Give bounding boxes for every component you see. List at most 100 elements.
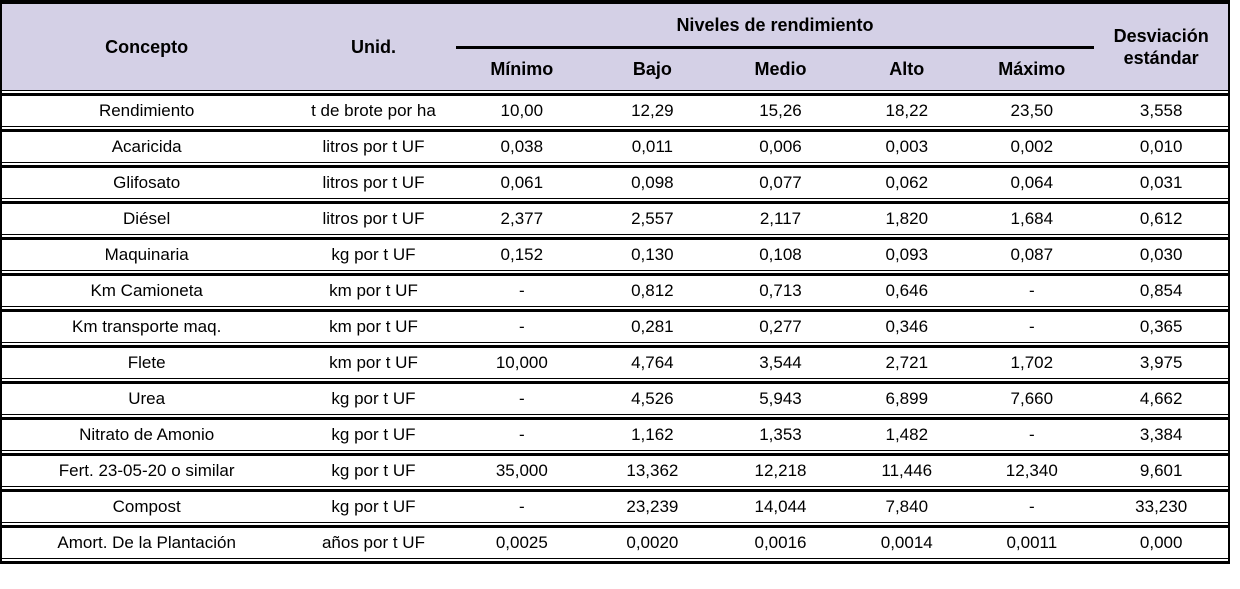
cell-value: 0,030 — [1094, 238, 1228, 271]
data-table: Concepto Unid. Niveles de rendimiento De… — [2, 0, 1228, 564]
cell-value: 2,721 — [844, 346, 970, 379]
cell-value: 0,0016 — [716, 526, 845, 559]
cell-value: 11,446 — [844, 454, 970, 487]
row-separator — [2, 414, 1228, 420]
cell-unid: años por t UF — [291, 526, 456, 559]
cell-concepto: Km Camioneta — [2, 274, 292, 307]
cell-value: 0,077 — [716, 166, 845, 199]
cell-value: 4,662 — [1094, 382, 1228, 415]
cell-value: 6,899 — [844, 382, 970, 415]
cell-unid: litros por t UF — [291, 166, 456, 199]
table-row: Urea kg por t UF -4,526 5,943 6,899 7,660 4,66… — [2, 382, 1228, 415]
cell-unid: km por t UF — [291, 346, 456, 379]
cell-value: 15,26 — [716, 94, 845, 127]
row-separator — [2, 450, 1228, 456]
row-separator — [2, 162, 1228, 168]
cell-value: 12,29 — [588, 94, 717, 127]
cell-value: 0,0020 — [588, 526, 717, 559]
cell-value: - — [969, 274, 1095, 307]
col-header-desviacion: Desviación estándar — [1094, 0, 1228, 91]
cell-concepto: Rendimiento — [2, 94, 292, 127]
cell-value: 0,130 — [588, 238, 717, 271]
cell-concepto: Diésel — [2, 202, 292, 235]
cell-value: 0,346 — [844, 310, 970, 343]
cell-value: 1,820 — [844, 202, 970, 235]
row-separator — [2, 90, 1228, 96]
col-header-unid: Unid. — [291, 0, 456, 91]
cell-unid: km por t UF — [291, 274, 456, 307]
cell-value: 2,557 — [588, 202, 717, 235]
cell-value: 23,50 — [969, 94, 1095, 127]
cell-value: 0,812 — [588, 274, 717, 307]
cell-value: 0,713 — [716, 274, 845, 307]
cell-value: 2,377 — [455, 202, 589, 235]
cell-value: 7,660 — [969, 382, 1095, 415]
table-body: Rendimiento t de brote por ha 10,00 12,29 15… — [2, 90, 1228, 564]
row-separator — [2, 270, 1228, 276]
table-header: Concepto Unid. Niveles de rendimiento De… — [2, 0, 1228, 91]
cell-value: 1,162 — [588, 418, 717, 451]
cell-value: 0,087 — [969, 238, 1095, 271]
cell-value: 0,031 — [1094, 166, 1228, 199]
cell-concepto: Glifosato — [2, 166, 292, 199]
row-separator — [2, 522, 1228, 528]
cell-value: 12,340 — [969, 454, 1095, 487]
cell-value: 4,764 — [588, 346, 717, 379]
table-row: Nitrato de Amonio kg por t UF -1,162 1,353 1… — [2, 418, 1228, 451]
cell-value: 0,152 — [455, 238, 589, 271]
cell-value: 0,854 — [1094, 274, 1228, 307]
table-row: Km transporte maq. km por t UF -0,281 0,277… — [2, 310, 1228, 343]
cell-value: 0,612 — [1094, 202, 1228, 235]
cell-value: 35,000 — [455, 454, 589, 487]
cell-concepto: Fert. 23-05-20 o similar — [2, 454, 292, 487]
cell-value: - — [969, 490, 1095, 523]
cell-value: 0,003 — [844, 130, 970, 163]
cell-concepto: Amort. De la Plantación — [2, 526, 292, 559]
cell-value: 0,061 — [455, 166, 589, 199]
cell-value: 0,098 — [588, 166, 717, 199]
cell-value: - — [455, 310, 589, 343]
cell-concepto: Acaricida — [2, 130, 292, 163]
table-row: Maquinaria kg por t UF 0,152 0,130 0,108 0,09… — [2, 238, 1228, 271]
cell-value: 5,943 — [716, 382, 845, 415]
table-row: Diésel litros por t UF 2,377 2,557 2,117 1,82… — [2, 202, 1228, 235]
cell-value: 2,117 — [716, 202, 845, 235]
cell-value: 9,601 — [1094, 454, 1228, 487]
cell-value: 0,0025 — [455, 526, 589, 559]
cell-value: 7,840 — [844, 490, 970, 523]
cell-unid: t de brote por ha — [291, 94, 456, 127]
col-header-maximo: Máximo — [969, 47, 1095, 91]
rendimiento-table-container: Concepto Unid. Niveles de rendimiento De… — [0, 0, 1230, 564]
cell-value: 14,044 — [716, 490, 845, 523]
cell-concepto: Urea — [2, 382, 292, 415]
cell-value: 0,0014 — [844, 526, 970, 559]
cell-concepto: Flete — [2, 346, 292, 379]
cell-value: 0,038 — [455, 130, 589, 163]
cell-value: 10,000 — [455, 346, 589, 379]
cell-value: 18,22 — [844, 94, 970, 127]
cell-value: 4,526 — [588, 382, 717, 415]
col-header-minimo: Mínimo — [455, 47, 589, 91]
cell-unid: kg por t UF — [291, 454, 456, 487]
cell-unid: kg por t UF — [291, 382, 456, 415]
cell-value: 0,000 — [1094, 526, 1228, 559]
cell-value: 3,384 — [1094, 418, 1228, 451]
cell-value: 0,646 — [844, 274, 970, 307]
row-separator — [2, 486, 1228, 492]
cell-concepto: Nitrato de Amonio — [2, 418, 292, 451]
cell-value: 1,353 — [716, 418, 845, 451]
row-separator — [2, 306, 1228, 312]
col-header-medio: Medio — [716, 47, 845, 91]
cell-value: 0,002 — [969, 130, 1095, 163]
cell-value: 0,277 — [716, 310, 845, 343]
cell-value: 3,975 — [1094, 346, 1228, 379]
row-separator — [2, 558, 1228, 564]
cell-concepto: Maquinaria — [2, 238, 292, 271]
cell-value: - — [455, 490, 589, 523]
cell-value: - — [455, 382, 589, 415]
col-header-bajo: Bajo — [588, 47, 717, 91]
cell-concepto: Km transporte maq. — [2, 310, 292, 343]
cell-value: - — [969, 418, 1095, 451]
cell-value: 3,558 — [1094, 94, 1228, 127]
